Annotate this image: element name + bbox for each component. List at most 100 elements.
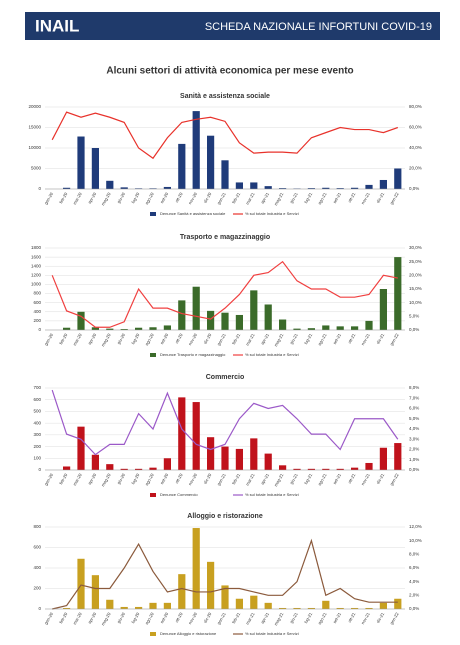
bar — [149, 188, 157, 189]
bar — [192, 528, 200, 609]
x-tick-label: set-21 — [332, 191, 342, 204]
bar — [336, 326, 344, 330]
legend-swatch — [150, 493, 156, 497]
bar — [351, 326, 359, 330]
bar — [279, 465, 287, 470]
bar — [120, 187, 128, 189]
x-tick-label: ago-20 — [144, 611, 155, 625]
y2-tick-label: 10,0% — [409, 300, 422, 305]
x-tick-label: ago-21 — [317, 191, 328, 205]
bar — [91, 454, 99, 470]
x-tick-label: giu-20 — [116, 332, 126, 345]
x-tick-label: gen-22 — [389, 191, 400, 205]
bar — [394, 257, 402, 330]
x-tick-label: mag-20 — [100, 611, 112, 626]
x-tick-label: nov-20 — [187, 611, 198, 625]
x-tick-label: mar-21 — [245, 611, 256, 626]
bar — [307, 607, 315, 609]
y-tick-label: 300 — [33, 432, 41, 437]
page-title: Alcuni settori di attività economica per… — [106, 66, 353, 77]
x-tick-label: feb-20 — [58, 332, 69, 345]
bar — [336, 188, 344, 189]
x-tick-label: mag-21 — [273, 332, 285, 347]
y-tick-label: 100 — [33, 455, 41, 460]
bar — [351, 187, 359, 189]
bar — [250, 182, 258, 189]
bar — [91, 327, 99, 330]
bar — [192, 402, 200, 470]
bar — [178, 397, 186, 470]
bar — [207, 310, 215, 330]
y-tick-label: 1200 — [31, 273, 42, 278]
x-tick-label: apr-21 — [260, 611, 271, 625]
bar — [63, 607, 71, 609]
y-tick-label: 20000 — [28, 104, 41, 109]
x-tick-label: giu-20 — [116, 472, 126, 485]
bar — [91, 575, 99, 609]
x-tick-label: feb-20 — [58, 611, 69, 624]
x-tick-label: gen-20 — [43, 191, 54, 205]
line — [52, 538, 398, 610]
x-tick-label: nov-21 — [360, 191, 371, 205]
line — [51, 111, 399, 160]
bar — [279, 607, 287, 609]
bar — [293, 328, 301, 330]
bar — [264, 186, 272, 189]
y-tick-label: 1000 — [31, 282, 42, 287]
x-tick-label: mag-21 — [273, 611, 285, 626]
y2-tick-label: 0,0% — [409, 186, 419, 191]
bar — [264, 453, 272, 470]
bar — [221, 585, 229, 609]
bar — [77, 558, 85, 609]
x-tick-label: set-20 — [159, 332, 169, 345]
y2-tick-label: 60,0% — [409, 125, 422, 130]
bar — [135, 606, 143, 609]
x-tick-label: dic-20 — [202, 191, 212, 204]
x-tick-label: set-20 — [159, 191, 169, 204]
y-tick-label: 0 — [38, 606, 41, 611]
y2-tick-label: 0,0% — [409, 467, 419, 472]
bar — [293, 468, 301, 470]
x-tick-label: gen-22 — [389, 611, 400, 625]
x-tick-label: gen-21 — [216, 332, 227, 346]
x-tick-label: nov-21 — [360, 611, 371, 625]
x-tick-label: ago-21 — [317, 332, 328, 346]
x-tick-label: dic-21 — [375, 332, 385, 345]
y2-tick-label: 6,0% — [409, 565, 419, 570]
x-tick-label: feb-21 — [231, 332, 242, 345]
x-tick-label: ott-21 — [347, 191, 357, 203]
x-tick-label: mar-20 — [72, 611, 83, 626]
bar — [178, 574, 186, 609]
x-tick-label: mar-21 — [245, 191, 256, 206]
y2-tick-label: 15,0% — [409, 286, 422, 291]
x-tick-label: dic-21 — [375, 472, 385, 485]
bar — [106, 599, 114, 609]
bar — [63, 466, 71, 470]
bar — [336, 607, 344, 609]
bar — [264, 304, 272, 330]
y-tick-label: 800 — [33, 524, 41, 529]
x-tick-label: mag-20 — [100, 472, 112, 487]
legend-swatch — [150, 353, 156, 357]
y2-tick-label: 0,0% — [409, 606, 419, 611]
y-tick-label: 0 — [38, 327, 41, 332]
x-tick-label: lug-20 — [130, 472, 140, 485]
legend-label: Denunce Trasporto e magazzinaggio — [160, 352, 226, 357]
y-tick-label: 10000 — [28, 145, 41, 150]
x-tick-label: mag-21 — [273, 472, 285, 487]
legend-label: Denunce Sanità e assistenza sociale — [160, 211, 226, 216]
bar — [379, 289, 387, 330]
y-tick-label: 200 — [33, 586, 41, 591]
bar — [235, 598, 243, 609]
bar — [279, 319, 287, 330]
bar — [365, 184, 373, 189]
bar — [163, 458, 171, 470]
bar — [120, 468, 128, 470]
x-tick-label: ott-20 — [174, 332, 184, 344]
y-tick-label: 200 — [33, 318, 41, 323]
x-tick-label: nov-20 — [187, 191, 198, 205]
bar — [63, 187, 71, 189]
y-tick-label: 15000 — [28, 125, 41, 130]
x-tick-label: mar-20 — [72, 472, 83, 487]
y2-tick-label: 3,0% — [409, 436, 419, 441]
